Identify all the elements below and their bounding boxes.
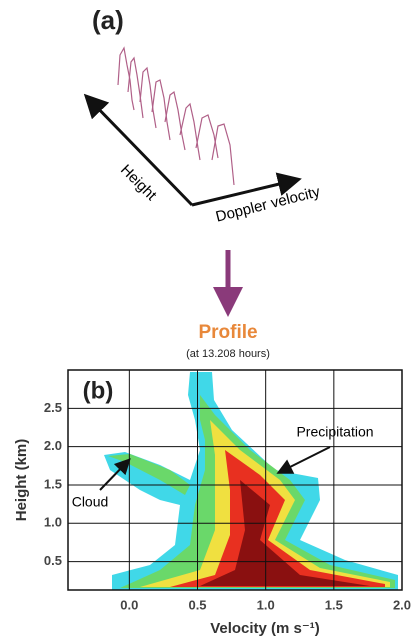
annotation-arrow	[280, 447, 330, 472]
y-tick-label: 0.5	[44, 553, 62, 568]
y-axis-label: Height (km)	[13, 439, 30, 522]
axis-label: Doppler velocity	[214, 183, 322, 225]
annotation: Cloud	[72, 494, 109, 510]
x-tick-label: 0.0	[120, 597, 138, 612]
x-tick-label: 1.0	[257, 597, 275, 612]
y-tick-label: 2.0	[44, 438, 62, 453]
spectral-density	[104, 372, 398, 590]
panel-label: (b)	[83, 377, 114, 404]
x-axis-label: Velocity (m s⁻¹)	[210, 620, 320, 637]
figure: (a) Height Doppler velocity Profile (at …	[0, 0, 416, 643]
x-tick-label: 0.5	[188, 597, 206, 612]
panel-label: (a)	[92, 5, 124, 35]
spectra	[118, 48, 234, 185]
x-tick-label: 1.5	[325, 597, 343, 612]
y-tick-label: 1.5	[44, 476, 62, 491]
y-tick-label: 2.5	[44, 400, 62, 415]
profile-title: Profile	[198, 322, 257, 343]
y-tick-label: 1.0	[44, 515, 62, 530]
profile-subtitle: (at 13.208 hours)	[186, 348, 270, 360]
x-tick-label: 2.0	[393, 597, 411, 612]
annotation: Precipitation	[296, 424, 373, 440]
